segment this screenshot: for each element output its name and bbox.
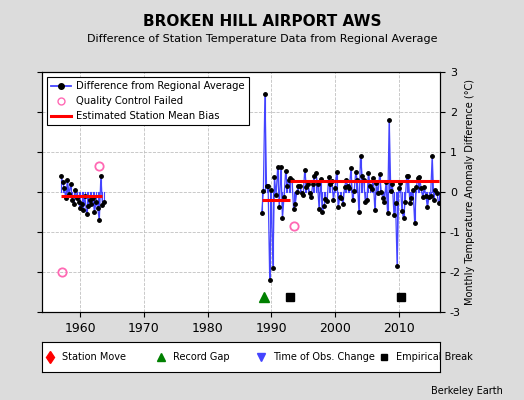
Y-axis label: Monthly Temperature Anomaly Difference (°C): Monthly Temperature Anomaly Difference (… (465, 79, 475, 305)
Text: Difference of Station Temperature Data from Regional Average: Difference of Station Temperature Data f… (87, 34, 437, 44)
Text: Time of Obs. Change: Time of Obs. Change (273, 352, 375, 362)
Text: BROKEN HILL AIRPORT AWS: BROKEN HILL AIRPORT AWS (143, 14, 381, 29)
Text: Station Move: Station Move (62, 352, 126, 362)
Text: Empirical Break: Empirical Break (396, 352, 473, 362)
Text: Record Gap: Record Gap (173, 352, 230, 362)
Text: Berkeley Earth: Berkeley Earth (431, 386, 503, 396)
Legend: Difference from Regional Average, Quality Control Failed, Estimated Station Mean: Difference from Regional Average, Qualit… (47, 77, 248, 125)
